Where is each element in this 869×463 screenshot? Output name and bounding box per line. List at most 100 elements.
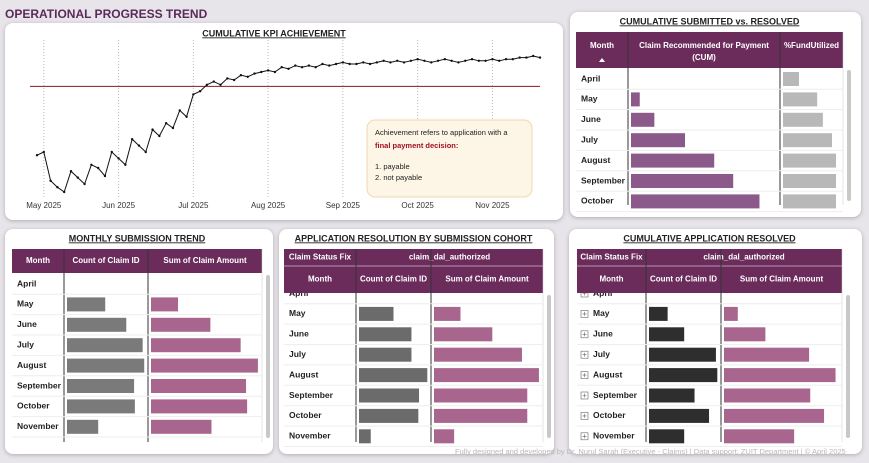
annotation-highlight: final payment decision: bbox=[375, 141, 458, 150]
kpi-point bbox=[409, 59, 413, 62]
kpi-point bbox=[56, 186, 59, 189]
data-bar bbox=[434, 327, 493, 342]
kpi-point bbox=[192, 93, 195, 96]
x-tick-label: May 2025 bbox=[26, 201, 62, 210]
data-bar bbox=[434, 306, 461, 321]
table-title: CUMULATIVE APPLICATION RESOLVED bbox=[623, 233, 796, 243]
expand-icon bbox=[580, 371, 589, 379]
kpi-point bbox=[341, 61, 345, 64]
data-bar bbox=[783, 133, 833, 148]
x-tick-label: Jun 2025 bbox=[102, 201, 135, 210]
data-bar bbox=[359, 347, 412, 362]
data-bar bbox=[724, 388, 811, 403]
data-bar bbox=[783, 153, 837, 168]
data-bar bbox=[434, 408, 528, 423]
data-bar bbox=[649, 327, 685, 342]
kpi-point bbox=[348, 62, 351, 66]
data-bar bbox=[724, 368, 836, 383]
row-label: April bbox=[593, 288, 612, 298]
expand-plus bbox=[582, 373, 587, 378]
kpi-point bbox=[266, 69, 270, 72]
kpi-point bbox=[137, 144, 141, 147]
row-label: May bbox=[581, 94, 598, 104]
kpi-point bbox=[402, 61, 406, 64]
data-bar bbox=[67, 297, 106, 312]
row-label: September bbox=[581, 175, 626, 185]
annotation-box bbox=[366, 119, 533, 198]
expand-icon bbox=[580, 350, 589, 359]
kpi-point bbox=[246, 75, 249, 79]
data-bar bbox=[151, 297, 178, 312]
table-title: CUMULATIVE SUBMITTED vs. RESOLVED bbox=[620, 16, 800, 26]
group-header-value: claim_dal_authorized bbox=[409, 253, 490, 262]
kpi-point bbox=[103, 174, 107, 178]
row-label: September bbox=[17, 380, 62, 390]
expand-plus bbox=[582, 311, 587, 316]
data-bar bbox=[631, 174, 734, 188]
scrollbar bbox=[846, 295, 850, 438]
kpi-point bbox=[368, 62, 372, 66]
expand-icon bbox=[580, 412, 589, 420]
data-bar bbox=[67, 317, 127, 332]
kpi-point bbox=[76, 176, 79, 179]
data-bar bbox=[151, 317, 211, 332]
chart-title: CUMULATIVE KPI ACHIEVEMENT bbox=[202, 28, 346, 38]
kpi-point bbox=[212, 80, 215, 83]
data-bar bbox=[649, 408, 710, 423]
row-label: April bbox=[289, 288, 308, 298]
data-bar bbox=[783, 92, 818, 107]
x-tick-label: Nov 2025 bbox=[475, 201, 510, 210]
column-header: Count of Claim ID bbox=[360, 275, 427, 284]
data-bar bbox=[151, 338, 241, 353]
data-bar bbox=[151, 419, 212, 434]
data-bar bbox=[67, 419, 99, 434]
kpi-point bbox=[355, 62, 358, 66]
group-header-label: Claim Status Fix bbox=[289, 253, 352, 262]
kpi-point bbox=[321, 62, 324, 66]
table-body: April May June July August September October bbox=[576, 72, 843, 213]
expand-plus bbox=[582, 352, 587, 357]
group-header-label: Claim Status Fix bbox=[580, 253, 643, 262]
data-bar bbox=[783, 174, 837, 188]
expand-icon bbox=[580, 391, 589, 400]
data-bar bbox=[434, 429, 455, 444]
kpi-point bbox=[498, 59, 501, 62]
group-header-value: claim_dal_authorized bbox=[703, 253, 784, 262]
kpi-point bbox=[470, 58, 474, 61]
data-bar bbox=[631, 133, 686, 148]
kpi-point bbox=[328, 64, 331, 67]
kpi-point bbox=[375, 61, 379, 64]
row-label: July bbox=[593, 349, 610, 359]
footer: Fully designed and developed by Dr. Nuru… bbox=[455, 447, 846, 456]
kpi-point bbox=[96, 166, 100, 170]
sort-arrow bbox=[599, 58, 605, 62]
data-bar bbox=[151, 358, 258, 373]
kpi-point bbox=[219, 83, 222, 87]
row-label: April bbox=[17, 278, 36, 288]
row-label: June bbox=[581, 114, 601, 124]
kpi-point bbox=[280, 66, 283, 69]
data-bar bbox=[434, 368, 539, 383]
kpi-point bbox=[83, 182, 86, 186]
row-label: October bbox=[289, 410, 322, 420]
expand-plus bbox=[582, 332, 587, 337]
kpi-point bbox=[260, 70, 263, 74]
annotation-item: 1. payable bbox=[375, 162, 410, 171]
kpi-point bbox=[294, 64, 297, 67]
kpi-point bbox=[253, 72, 256, 75]
kpi-point bbox=[232, 78, 236, 82]
kpi-point bbox=[457, 61, 460, 64]
kpi-point bbox=[273, 70, 277, 74]
kpi-point bbox=[314, 66, 317, 69]
data-bar bbox=[649, 429, 685, 444]
kpi-point bbox=[477, 59, 481, 62]
column-header: %FundUtilized bbox=[784, 41, 839, 50]
scrollbar bbox=[847, 70, 851, 201]
kpi-point bbox=[484, 59, 487, 62]
data-bar bbox=[649, 368, 718, 383]
kpi-point bbox=[117, 157, 120, 160]
data-bar bbox=[783, 72, 799, 86]
kpi-point bbox=[443, 58, 447, 61]
data-bar bbox=[151, 399, 248, 414]
